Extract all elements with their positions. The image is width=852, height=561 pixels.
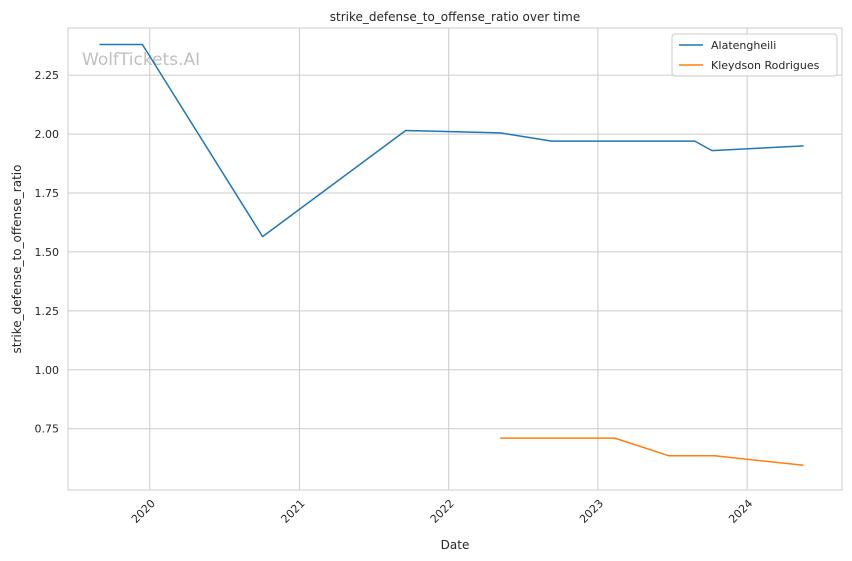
y-tick-label: 2.00 bbox=[35, 128, 60, 141]
series-line-alatengheili bbox=[99, 43, 804, 238]
y-tick-label: 1.50 bbox=[35, 246, 60, 259]
legend-box bbox=[671, 33, 838, 77]
chart-title: strike_defense_to_offense_ratio over tim… bbox=[330, 10, 580, 24]
watermark-text: WolfTickets.AI bbox=[82, 50, 200, 70]
y-tick-label: 1.00 bbox=[35, 364, 60, 377]
legend-label-kleydson-rodrigues: Kleydson Rodrigues bbox=[711, 59, 820, 72]
x-axis-label: Date bbox=[441, 538, 470, 552]
y-tick-label: 2.25 bbox=[35, 69, 60, 82]
y-axis-label: strike_defense_to_offense_ratio bbox=[10, 165, 24, 354]
legend-label-alatengheili: Alatengheili bbox=[711, 39, 776, 52]
plot-area bbox=[68, 28, 842, 490]
y-axis-tick-labels: 0.75 1.00 1.25 1.50 1.75 2.00 2.25 bbox=[35, 69, 60, 436]
series-line-kleydson-rodrigues bbox=[500, 437, 804, 467]
y-tick-label: 1.25 bbox=[35, 305, 60, 318]
series-layer bbox=[99, 43, 804, 467]
legend: Alatengheili Kleydson Rodrigues bbox=[671, 33, 838, 77]
plot-frame bbox=[67, 27, 843, 491]
y-tick-label: 1.75 bbox=[35, 187, 60, 200]
grid bbox=[68, 28, 842, 490]
y-tick-label: 0.75 bbox=[35, 423, 60, 436]
